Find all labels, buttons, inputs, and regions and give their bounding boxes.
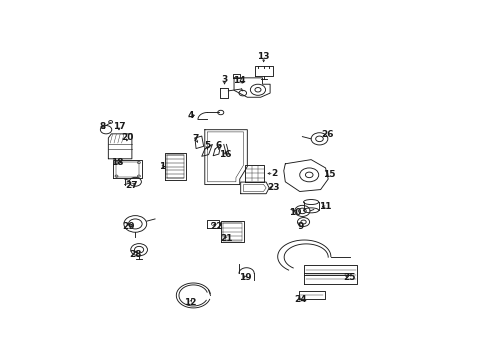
Text: 16: 16	[219, 150, 232, 158]
Text: 29: 29	[122, 222, 135, 231]
Text: 28: 28	[129, 250, 142, 259]
Text: 27: 27	[125, 181, 138, 190]
Text: 24: 24	[294, 295, 307, 304]
Text: 22: 22	[211, 222, 223, 231]
Text: 1: 1	[159, 162, 165, 171]
Text: 14: 14	[233, 76, 245, 85]
Text: 26: 26	[321, 130, 333, 139]
Text: 7: 7	[193, 134, 199, 143]
Text: 18: 18	[111, 158, 123, 167]
Text: 25: 25	[343, 273, 356, 282]
Text: 10: 10	[289, 208, 301, 217]
Text: 12: 12	[184, 298, 196, 307]
Text: 3: 3	[221, 75, 228, 84]
Text: 21: 21	[220, 234, 233, 243]
Text: 2: 2	[271, 169, 277, 178]
Text: 17: 17	[113, 122, 125, 131]
Text: 5: 5	[204, 141, 211, 150]
Text: 15: 15	[323, 170, 335, 179]
Text: 4: 4	[187, 111, 194, 120]
Text: 8: 8	[99, 122, 105, 131]
Text: 19: 19	[239, 273, 252, 282]
Text: 9: 9	[297, 222, 304, 231]
Text: 6: 6	[216, 141, 222, 150]
Text: 20: 20	[122, 133, 134, 142]
Text: 11: 11	[319, 202, 331, 211]
Text: 23: 23	[268, 183, 280, 192]
Text: 13: 13	[257, 52, 270, 61]
